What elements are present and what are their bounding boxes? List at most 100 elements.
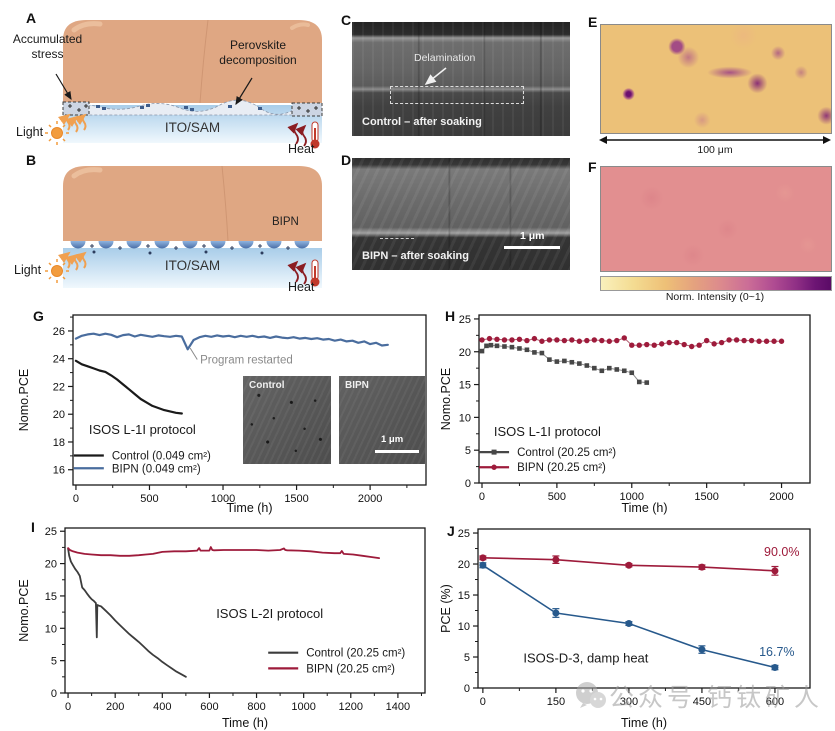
marker-circle [688,343,695,350]
marker-circle [606,338,613,344]
x-tick-label: 500 [548,491,566,503]
chart-I-container: I 0 200 400 600 800 1000 1200 1400 0 5 10 15 20 25 Tim… [15,515,435,731]
marker-circle [569,337,575,343]
substrate-layer [63,248,322,288]
series-line [74,332,389,351]
interface-dashed-mark [380,238,414,239]
x-tick-label: 600 [200,701,218,713]
pl-map-control [600,24,832,134]
annotation-text: 16.7% [759,645,794,659]
decomposition-label-2: decomposition [219,53,297,67]
x-axis-label: Time (h) [222,716,268,730]
marker-circle [644,341,650,348]
x-tick-label: 0 [73,493,79,505]
thermometer-icon [310,259,320,287]
marker-square [614,367,620,372]
marker-circle [718,339,725,346]
panel-i-letter: I [31,519,35,535]
annotation-leader [189,347,198,360]
y-tick-label: 20 [458,559,470,571]
scalebar [504,246,560,249]
heat-label: Heat [288,280,315,294]
marker-circle [771,664,779,672]
decomposition-label: Perovskite [229,38,287,52]
sem-image-bipn: 1 μm BIPN – after soaking [352,158,570,270]
y-tick-label: 25 [45,526,57,538]
marker-circle [479,337,485,343]
bipn-droplets [70,241,310,249]
legend-marker [491,464,497,470]
x-tick-label: 300 [620,696,638,708]
marker-square [607,365,612,371]
marker-circle [591,337,598,343]
sun-icon [45,259,69,283]
chart-I: 0 200 400 600 800 1000 1200 1400 0 5 10 15 20 25 Time … [17,526,426,730]
y-tick-label: 25 [458,528,470,540]
pl-map-bipn [600,166,832,272]
marker-square [621,368,627,374]
inset-control-label: Control [249,380,285,391]
marker-circle [666,339,672,346]
highlight [290,22,310,30]
marker-circle [524,337,530,344]
scalebar-label: 1 μm [520,230,545,242]
x-tick-label: 2000 [769,491,793,503]
y-tick-label: 16 [53,465,65,477]
panel-h-letter: H [445,308,456,324]
x-tick-label: 500 [140,493,158,505]
perovskite-block [63,20,322,103]
marker-circle [756,338,762,344]
marker-square [577,361,582,366]
marker-circle [674,339,680,346]
bipn-label: BIPN [272,216,299,228]
marker-square [524,347,530,353]
legend-label: BIPN (20.25 cm²) [306,663,395,675]
marker-circle [778,338,785,344]
panel-d-letter: D [341,152,352,168]
y-tick-label: 5 [51,656,57,668]
x-tick-label: 0 [479,491,485,503]
accumulated-stress-label: Accumulated [12,32,83,46]
marker-square [584,363,590,368]
series-line [67,546,380,559]
chart-H: 0 500 1000 1500 2000 0 5 10 15 20 25 Time (h) Nomo.P… [439,314,811,515]
marker-circle [552,556,560,564]
marker-square [644,380,650,385]
marker-circle [703,337,710,344]
plot-frame [64,527,426,694]
y-tick-label: 10 [459,412,471,424]
chart-G-container: G Control BIPN 1 μm 0 500 1000 1500 2000 16 18… [15,300,435,516]
inset-sem-control: Control [243,376,331,464]
highlight [71,21,103,33]
marker-circle [599,337,605,344]
marker-square [636,379,642,385]
marker-circle [584,337,590,344]
x-axis-label: Time (h) [621,501,667,515]
x-tick-label: 1000 [620,491,644,503]
decomposition-arrow [235,77,253,106]
marker-square [592,365,597,371]
marker-circle [576,338,583,344]
marker-square [629,370,635,376]
marker-circle [763,338,770,344]
perovskite-block [63,166,322,241]
panel-c: C Delamination Control – after soaking [338,8,584,146]
panel-c-letter: C [341,12,352,28]
panel-e-letter: E [588,14,598,30]
substrate-label: ITO/SAM [164,258,221,273]
panel-f-letter: F [588,159,597,175]
marker-circle [771,567,779,575]
delamination-interface [62,99,323,116]
x-tick-label: 150 [547,696,565,708]
light-rays-icon [58,113,87,133]
marker-square [479,348,485,354]
sun-icon [45,121,69,145]
series-line [67,547,187,678]
y-tick-label: 5 [465,445,471,457]
marker-circle [539,338,545,344]
colorbar-label: Norm. Intensity (0~1) [665,291,765,303]
x-tick-label: 0 [480,696,486,708]
marker-circle [726,337,732,343]
panel-g-letter: G [33,308,44,324]
chart-H-container: H 0 500 1000 1500 2000 0 5 10 15 20 25 Time (h) Nomo… [437,300,833,516]
